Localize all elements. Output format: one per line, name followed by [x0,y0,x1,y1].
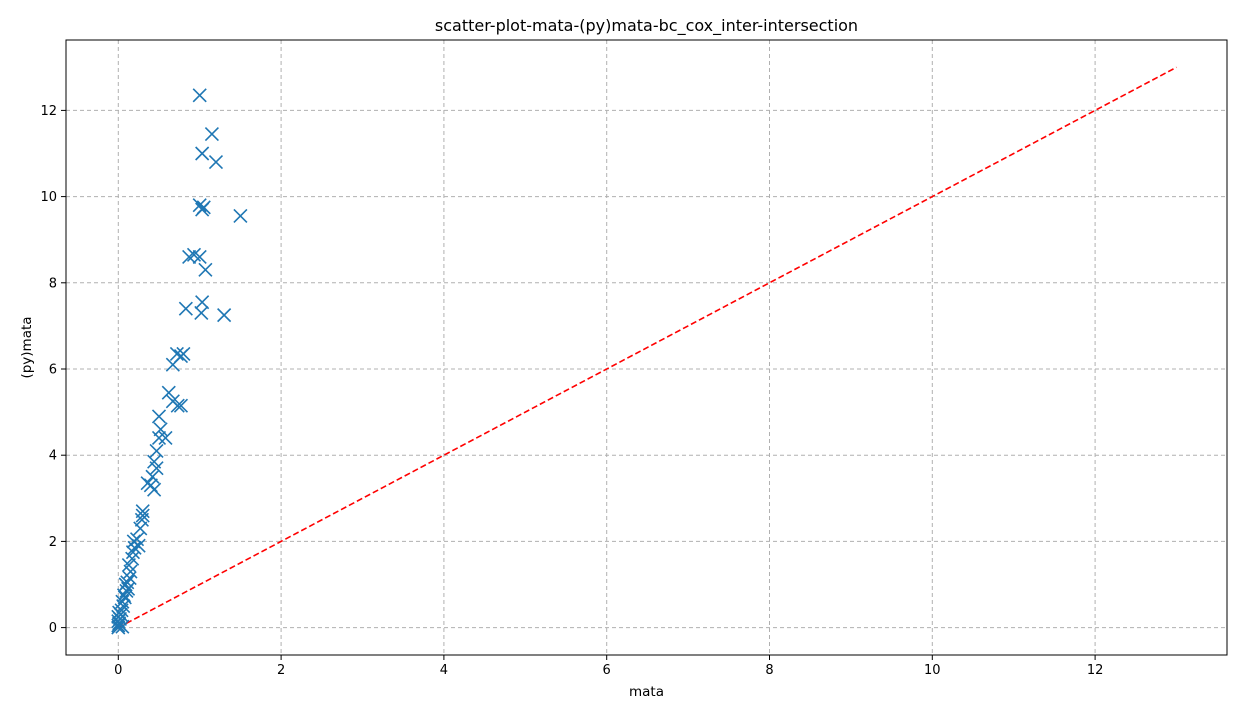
data-point [151,409,167,424]
y-tick-label: 4 [49,449,57,464]
x-axis-label: mata [629,684,664,700]
data-point [131,538,146,553]
data-point [135,504,150,519]
x-tick-label: 8 [765,663,773,678]
data-point [147,482,162,497]
data-point [204,127,219,142]
data-point [125,551,140,566]
data-point [170,398,185,413]
data-point [111,620,126,635]
data-point [178,301,193,316]
data-point [115,619,130,634]
data-point [196,200,211,215]
data-point [176,346,191,361]
reference-line [117,66,1177,629]
data-point [116,598,131,614]
data-point [122,570,137,586]
y-axis-label: (py)mata [19,316,35,378]
data-point [192,249,207,265]
data-point [153,422,168,437]
data-point [195,146,210,161]
x-tick-label: 12 [1087,663,1104,678]
data-point [233,208,248,224]
data-points [111,88,248,635]
y-tick-label: 0 [49,621,57,636]
data-point [182,249,197,265]
x-tick-label: 2 [277,663,285,678]
x-tick-label: 10 [924,663,941,678]
y-tick-label: 2 [49,535,57,550]
data-point [195,295,210,310]
data-point [127,540,142,555]
data-point [120,575,135,590]
gridlines [66,40,1227,655]
data-point [169,346,184,361]
data-point [173,398,189,413]
reference-line-group [117,66,1177,629]
data-point [151,430,167,446]
y-tick-label: 12 [40,104,57,119]
y-tick-label: 8 [49,276,57,291]
chart-title: scatter-plot-mata-(py)mata-bc_cox_inter-… [435,16,858,36]
data-point [194,305,209,321]
data-point [147,454,162,469]
data-point [217,308,232,323]
data-point [208,155,224,170]
x-tick-label: 4 [440,663,448,678]
data-point [161,385,176,400]
x-tick-label: 6 [603,663,611,678]
data-point [149,443,164,458]
plot-frame [65,39,1228,656]
y-tick-label: 10 [40,190,57,205]
y-tick-label: 6 [49,363,57,378]
data-point [198,262,213,277]
x-axis-ticks: 0 2 4 6 8 10 12 [114,655,1103,678]
data-point [145,469,160,484]
data-point [192,88,207,103]
data-point [135,508,150,523]
data-point [192,198,207,213]
x-tick-label: 0 [114,663,122,678]
data-point [133,521,148,536]
y-axis-ticks: 0 2 4 6 8 10 12 [40,104,66,636]
data-point [158,430,173,446]
